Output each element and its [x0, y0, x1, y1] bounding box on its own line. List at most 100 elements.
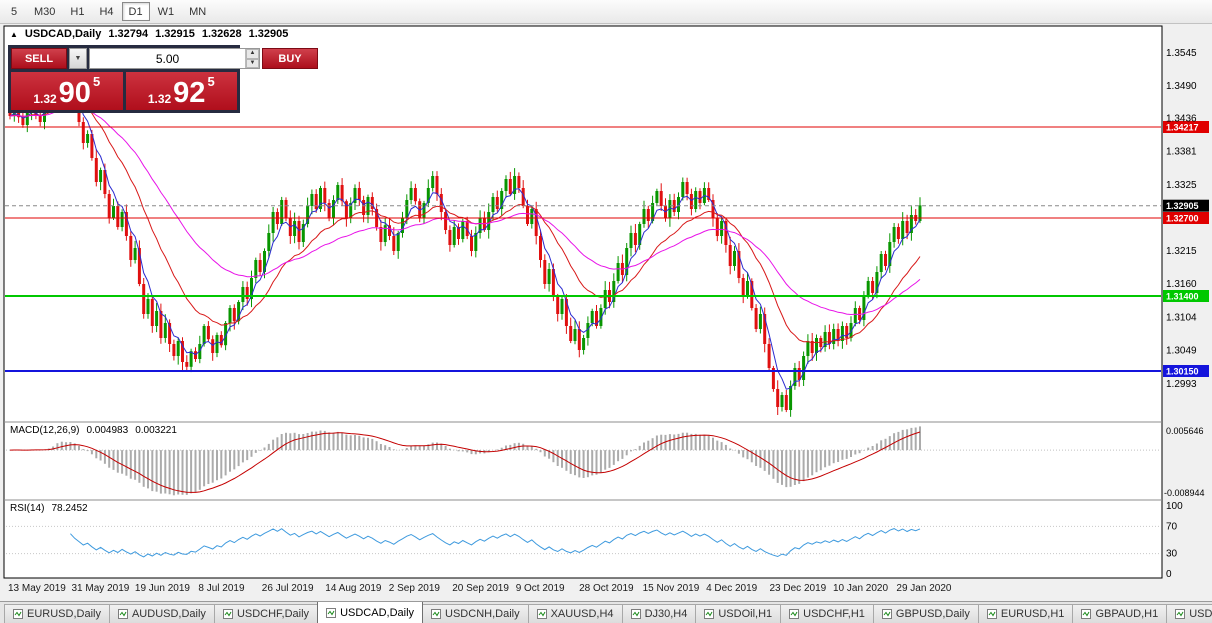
svg-text:70: 70 [1166, 521, 1178, 532]
current-price-marker: 1.32905 [5, 199, 1209, 212]
timeframe-button-5[interactable]: 5 [2, 2, 26, 21]
volume-dropdown-button[interactable]: ▼ [69, 48, 87, 69]
price-axis: 1.3545 1.3490 1.3436 1.3381 1.3325 1.3215 1.31… [1164, 48, 1205, 580]
sell-price-box[interactable]: 1.32 90 5 [11, 72, 123, 110]
chart-tab-label: USDOil,H1 [718, 608, 773, 620]
svg-text:1.3104: 1.3104 [1166, 313, 1197, 324]
mini-chart-icon [117, 609, 128, 619]
chart-tab-label: EURUSD,H1 [1000, 608, 1065, 620]
chart-tab-GBPUSD-Daily[interactable]: GBPUSD,Daily [872, 604, 979, 623]
svg-text:23 Dec 2019: 23 Dec 2019 [770, 583, 827, 594]
chart-tab-EURUSD-H1[interactable]: EURUSD,H1 [977, 604, 1074, 623]
svg-text:1.3436: 1.3436 [1166, 113, 1197, 124]
timeframe-button-D1[interactable]: D1 [121, 2, 150, 21]
rsi-label: RSI(14) 78.2452 [10, 503, 88, 514]
chart-tab-label: GBPAUD,H1 [1095, 608, 1159, 620]
svg-text:26 Jul 2019: 26 Jul 2019 [262, 583, 314, 594]
svg-text:1.32905: 1.32905 [1166, 201, 1199, 211]
svg-text:1.3160: 1.3160 [1166, 279, 1197, 290]
buy-price-sup: 5 [207, 74, 215, 89]
mini-chart-icon [1081, 609, 1092, 619]
chart-tab-USDCNH-Daily[interactable]: USDCNH,Daily [422, 604, 529, 623]
hline-1.34217[interactable]: 1.34217 [5, 121, 1209, 133]
chart-tab-label: DJ30,H4 [644, 608, 688, 620]
svg-text:1.30150: 1.30150 [1166, 367, 1199, 377]
hline-1.30150[interactable]: 1.30150 [5, 365, 1209, 377]
mini-chart-icon [431, 609, 442, 619]
hline-1.31400[interactable]: 1.31400 [5, 290, 1209, 302]
chart-tab-label: GBPUSD,Daily [895, 608, 970, 620]
chart-tab-USDCHF-H1[interactable]: USDCHF,H1 [780, 604, 874, 623]
svg-text:1.34217: 1.34217 [1166, 123, 1199, 133]
mini-chart-icon [986, 609, 997, 619]
macd-signal-line [9, 431, 921, 493]
chart-tab-label: USD [1189, 608, 1212, 620]
buy-price-box[interactable]: 1.32 92 5 [125, 72, 237, 110]
buy-price-prefix: 1.32 [147, 92, 172, 106]
svg-text:100: 100 [1166, 501, 1183, 512]
svg-text:8 Jul 2019: 8 Jul 2019 [198, 583, 245, 594]
volume-input[interactable] [90, 49, 245, 68]
chart-tab-XAUUSD-H4[interactable]: XAUUSD,H4 [527, 604, 623, 623]
timeframe-button-MN[interactable]: MN [182, 2, 213, 21]
svg-text:29 Jan 2020: 29 Jan 2020 [896, 583, 951, 594]
svg-text:0.005646: 0.005646 [1166, 426, 1204, 436]
chart-tab-USDCHF-Daily[interactable]: USDCHF,Daily [213, 604, 319, 623]
ohlc-high: 1.32915 [155, 28, 195, 40]
sell-button[interactable]: SELL [11, 48, 67, 69]
mini-chart-icon [326, 607, 337, 618]
svg-text:1.3049: 1.3049 [1166, 346, 1197, 357]
macd-name: MACD(12,26,9) [10, 425, 80, 436]
timeframe-button-H4[interactable]: H4 [92, 2, 120, 21]
chart-tab-GBPAUD-H1[interactable]: GBPAUD,H1 [1072, 604, 1168, 623]
one-click-trade-panel: SELL ▼ ▲ ▼ BUY 1.32 90 5 1.32 92 5 [8, 45, 318, 113]
buy-button[interactable]: BUY [262, 48, 318, 69]
chart-tab-EURUSD-Daily[interactable]: EURUSD,Daily [4, 604, 110, 623]
volume-step-up-button[interactable]: ▲ [246, 49, 259, 59]
svg-text:-0.008944: -0.008944 [1164, 488, 1205, 498]
chart-tab-USD[interactable]: USD [1166, 604, 1212, 623]
volume-step-down-button[interactable]: ▼ [246, 58, 259, 68]
chart-tab-label: EURUSD,Daily [27, 608, 101, 620]
timeframe-button-H1[interactable]: H1 [63, 2, 91, 21]
svg-text:9 Oct 2019: 9 Oct 2019 [516, 583, 565, 594]
rsi-name: RSI(14) [10, 503, 45, 514]
volume-stepper: ▲ ▼ [245, 49, 259, 68]
svg-text:1.2993: 1.2993 [1166, 379, 1197, 390]
svg-text:20 Sep 2019: 20 Sep 2019 [452, 583, 509, 594]
svg-text:2 Sep 2019: 2 Sep 2019 [389, 583, 441, 594]
chart-tab-label: XAUUSD,H4 [550, 608, 614, 620]
chart-tab-USDOil-H1[interactable]: USDOil,H1 [695, 604, 782, 623]
buy-price-big: 92 [173, 77, 206, 109]
chart-tab-label: AUDUSD,Daily [131, 608, 206, 620]
chart-plot-background [3, 25, 1163, 579]
sell-price-big: 90 [58, 77, 91, 109]
chart-tab-DJ30-H4[interactable]: DJ30,H4 [621, 604, 697, 623]
svg-text:1.3381: 1.3381 [1166, 146, 1197, 157]
mini-chart-icon [789, 609, 800, 619]
svg-text:28 Oct 2019: 28 Oct 2019 [579, 583, 634, 594]
hline-1.32700[interactable]: 1.32700 [5, 212, 1209, 224]
svg-text:10 Jan 2020: 10 Jan 2020 [833, 583, 888, 594]
svg-text:13 May 2019: 13 May 2019 [8, 583, 66, 594]
mini-chart-icon [881, 609, 892, 619]
volume-field-wrap: ▲ ▼ [89, 48, 260, 69]
price-chart-canvas[interactable]: 1.342171.327001.314001.301501.329051.354… [0, 24, 1212, 601]
symbol-marker-icon: ▲ [10, 29, 18, 39]
symbol-name: USDCAD,Daily [24, 28, 102, 40]
timeframe-button-M30[interactable]: M30 [27, 2, 62, 21]
chart-tab-USDCAD-Daily[interactable]: USDCAD,Daily [317, 602, 424, 623]
sell-price-prefix: 1.32 [33, 92, 57, 106]
sell-price-sup: 5 [92, 74, 101, 89]
mini-chart-icon [536, 609, 547, 619]
svg-text:1.31400: 1.31400 [1166, 292, 1199, 302]
timeframe-button-W1[interactable]: W1 [151, 2, 182, 21]
chart-region: 1.34217 1.32700 1.31400 1.30150 1.32905 1.354… [0, 24, 1212, 601]
svg-text:1.32700: 1.32700 [1166, 214, 1199, 224]
chart-tab-label: USDCHF,Daily [236, 608, 310, 620]
mini-chart-icon [13, 609, 23, 619]
macd-value: 0.004983 [86, 425, 129, 436]
svg-text:19 Jun 2019: 19 Jun 2019 [135, 583, 190, 594]
chart-tab-AUDUSD-Daily[interactable]: AUDUSD,Daily [108, 604, 215, 623]
rsi-line [70, 528, 921, 558]
